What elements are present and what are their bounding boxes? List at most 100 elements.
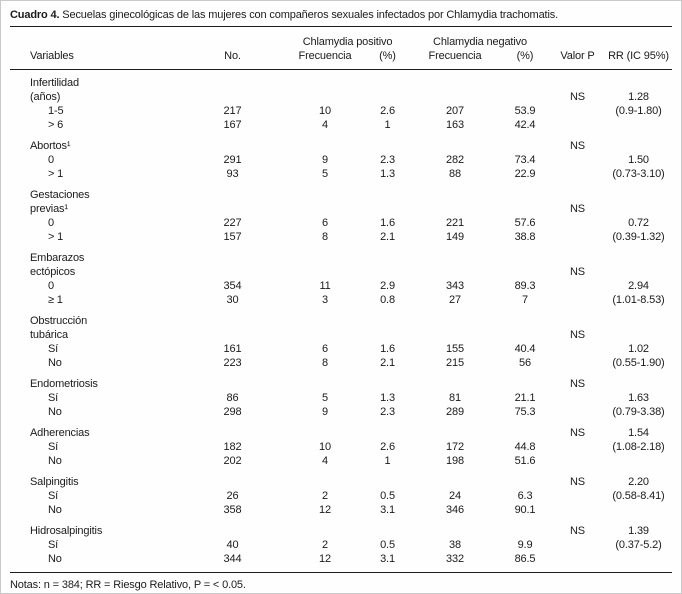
pos-pct-value: 0.8 [380, 294, 395, 306]
valor-p-value [550, 405, 605, 419]
table-row: (años) NS 1.28 [10, 90, 672, 104]
pos-pct-value [365, 76, 410, 90]
variable-label: Sí [48, 343, 59, 355]
variable-label: Obstrucción [30, 315, 88, 327]
pos-frecuencia-value: 10 [319, 105, 331, 117]
pos-frecuencia-value [285, 188, 365, 202]
pos-pct-value: 3.1 [380, 504, 395, 516]
neg-pct-value [500, 76, 550, 90]
rr-value: (0.37-5.2) [615, 539, 662, 551]
variable-label: No [48, 455, 62, 467]
no-value: 223 [223, 357, 242, 369]
header-pos-pct: (%) [379, 50, 396, 62]
variable-label: No [48, 357, 62, 369]
rr-value [605, 328, 672, 342]
variable-label: tubárica [30, 329, 68, 341]
neg-frecuencia-value [410, 76, 500, 90]
neg-frecuencia-value [410, 188, 500, 202]
rr-value [605, 139, 672, 153]
neg-pct-value: 6.3 [517, 490, 533, 502]
neg-frecuencia-value [410, 314, 500, 328]
pos-pct-value: 2.9 [380, 280, 395, 292]
variable-label: > 1 [48, 231, 64, 243]
variable-label: > 1 [48, 168, 64, 180]
neg-pct-value [500, 188, 550, 202]
variable-group: Infertilidad (años) NS 1.28 1-5 217 10 2.6 207 53… [10, 76, 672, 132]
no-value [180, 524, 285, 538]
neg-pct-value: 75.3 [514, 406, 536, 418]
neg-frecuencia-value: 88 [449, 168, 461, 180]
neg-frecuencia-value: 215 [446, 357, 464, 369]
neg-pct-value [500, 202, 550, 216]
neg-frecuencia-value: 38 [449, 539, 461, 551]
variable-label: Embarazos [30, 252, 85, 264]
pos-frecuencia-value: 9 [322, 154, 328, 166]
table-row: No 223 8 2.1 215 56 (0.55-1.90) [10, 356, 672, 370]
no-value: 344 [223, 553, 242, 565]
valor-p-value: NS [570, 140, 585, 152]
pos-pct-value: 1.3 [380, 392, 395, 404]
rr-value: 1.50 [628, 154, 649, 166]
pos-pct-value: 2.1 [380, 357, 395, 369]
variable-label: 1-5 [48, 105, 64, 117]
no-value: 182 [223, 441, 242, 453]
rr-value: (0.58-8.41) [612, 490, 665, 502]
pos-frecuencia-value: 8 [322, 357, 328, 369]
pos-pct-value [365, 328, 410, 342]
table-row: Adherencias NS 1.54 [10, 426, 672, 440]
neg-frecuencia-value [410, 202, 500, 216]
pos-frecuencia-value [285, 377, 365, 391]
variable-label: ≥ 1 [48, 294, 63, 306]
rr-value: 0.72 [628, 217, 649, 229]
table-row: ≥ 1 30 3 0.8 27 7 (1.01-8.53) [10, 293, 672, 307]
neg-frecuencia-value: 163 [446, 119, 464, 131]
pos-pct-value [365, 202, 410, 216]
neg-pct-value: 51.6 [514, 455, 536, 467]
neg-frecuencia-value [410, 251, 500, 265]
pos-pct-value [365, 524, 410, 538]
pos-pct-value: 1.6 [380, 217, 395, 229]
neg-frecuencia-value [410, 377, 500, 391]
no-value: 202 [223, 455, 242, 467]
variable-label: Sí [48, 392, 59, 404]
valor-p-value [550, 216, 605, 230]
rr-value: (0.39-1.32) [612, 231, 665, 243]
table-row: Sí 86 5 1.3 81 21.1 1.63 [10, 391, 672, 405]
valor-p-value [550, 314, 605, 328]
neg-pct-value [500, 251, 550, 265]
pos-frecuencia-value: 6 [322, 217, 328, 229]
table-row: Obstrucción [10, 314, 672, 328]
header-no: No. [224, 50, 241, 62]
rule-above-notes [10, 572, 672, 573]
no-value: 358 [223, 504, 242, 516]
neg-pct-value: 42.4 [514, 119, 536, 131]
valor-p-value: NS [570, 329, 585, 341]
pos-frecuencia-value [285, 475, 365, 489]
neg-pct-value: 86.5 [514, 553, 536, 565]
no-value [180, 251, 285, 265]
pos-frecuencia-value [285, 76, 365, 90]
pos-frecuencia-value [285, 524, 365, 538]
variable-group: Embarazos ectópicos NS 0 354 11 2.9 343 89.3 2.94… [10, 251, 672, 307]
rr-value: 1.02 [628, 343, 649, 355]
rr-value [605, 503, 672, 517]
neg-frecuencia-value: 81 [449, 392, 461, 404]
neg-frecuencia-value: 207 [446, 105, 464, 117]
table-header: Chlamydia positivo Chlamydia negativo Va… [10, 27, 672, 69]
variable-label: 0 [48, 280, 54, 292]
neg-pct-value [500, 139, 550, 153]
neg-pct-value [500, 475, 550, 489]
rr-value [605, 265, 672, 279]
pos-pct-value: 2.3 [380, 154, 395, 166]
no-value [180, 475, 285, 489]
rr-value: 1.63 [628, 392, 649, 404]
rr-value [605, 552, 672, 566]
rr-value: 1.54 [628, 427, 649, 439]
pos-frecuencia-value: 2 [322, 490, 328, 502]
neg-pct-value [500, 314, 550, 328]
neg-pct-value: 21.1 [514, 392, 536, 404]
variable-label: previas¹ [30, 203, 68, 215]
variable-label: ectópicos [30, 266, 76, 278]
rr-value: (0.79-3.38) [612, 406, 665, 418]
